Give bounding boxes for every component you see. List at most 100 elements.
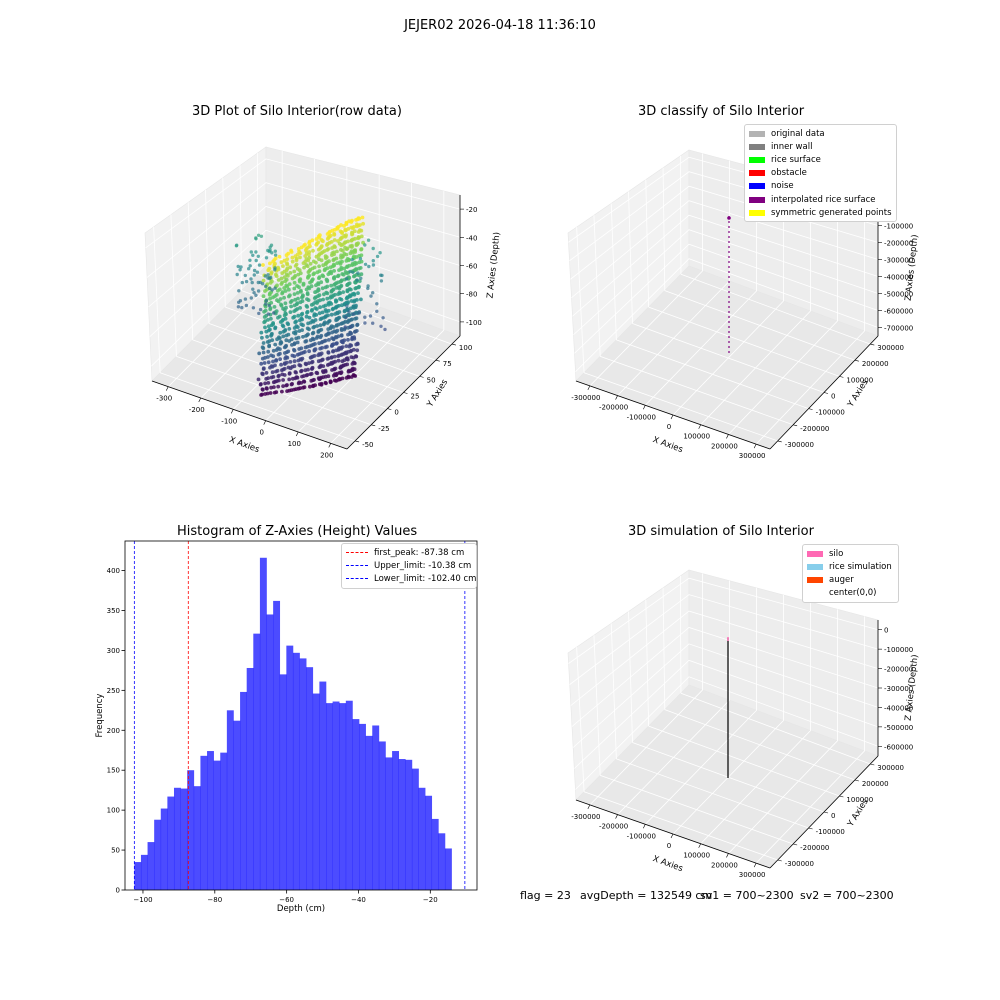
y-tick-label: 200 — [107, 727, 120, 735]
data-point — [359, 253, 364, 258]
x-tick-label: −80 — [207, 896, 222, 904]
gridline-y — [680, 692, 871, 765]
data-point — [293, 274, 298, 278]
legend-label: rice surface — [771, 154, 821, 165]
histogram-bar — [273, 600, 281, 890]
data-point — [251, 306, 256, 310]
data-point — [240, 305, 244, 310]
data-point — [244, 303, 249, 308]
data-point — [359, 259, 364, 264]
data-point — [319, 327, 324, 332]
data-point — [265, 391, 270, 396]
x-tick — [643, 824, 646, 829]
legend-line — [346, 552, 368, 554]
data-point — [272, 385, 276, 389]
data-point — [272, 305, 277, 309]
y-tick — [870, 343, 875, 346]
data-point — [366, 238, 371, 242]
data-point — [352, 254, 356, 259]
data-point — [290, 382, 294, 386]
data-point — [288, 265, 293, 270]
y-tick — [371, 424, 376, 427]
data-point — [261, 350, 266, 355]
z-axis-label: Z Axies (Depth) — [904, 654, 921, 721]
x-tick-label: 0 — [260, 429, 264, 437]
x-tick — [726, 434, 729, 439]
data-point — [266, 318, 270, 322]
data-point — [243, 273, 247, 278]
data-point — [317, 311, 322, 316]
data-point — [280, 372, 285, 377]
data-point — [254, 237, 258, 241]
y-tick — [777, 440, 782, 443]
legend-item-rice-surface: rice surface — [749, 153, 892, 166]
data-point — [332, 378, 337, 383]
z-tick-label: -400000 — [884, 274, 913, 282]
data-point — [295, 291, 300, 295]
data-point — [281, 306, 285, 311]
data-point — [345, 307, 350, 311]
data-point — [326, 331, 331, 335]
y-tick-label: 300000 — [877, 344, 904, 352]
y-tick — [387, 408, 392, 410]
data-point — [289, 304, 293, 309]
data-point — [335, 341, 339, 345]
data-point — [278, 351, 282, 356]
data-point — [264, 371, 269, 375]
data-point — [346, 374, 351, 379]
histogram-bar — [140, 854, 148, 890]
data-point — [249, 250, 253, 254]
data-point — [266, 312, 270, 316]
data-point — [263, 381, 267, 386]
data-point — [266, 381, 271, 385]
histogram-bar — [279, 674, 287, 890]
data-point — [295, 301, 300, 306]
data-point — [354, 267, 358, 271]
gridline-x — [700, 602, 811, 844]
gridline-z — [148, 206, 461, 308]
data-point — [338, 297, 342, 301]
y-tick-label: 100 — [459, 344, 472, 352]
footer-sv2: sv2 = 700~2300 — [800, 889, 894, 902]
data-point — [351, 373, 356, 377]
data-point — [340, 272, 345, 276]
x-tick-label: 100 — [288, 440, 301, 448]
data-point — [315, 334, 320, 339]
data-point — [259, 361, 264, 366]
y-tick-label: 400 — [107, 567, 120, 575]
z-tick-label: -700000 — [884, 325, 913, 333]
data-point — [275, 368, 280, 373]
x-tick — [615, 814, 618, 819]
data-point — [318, 323, 323, 328]
data-point — [375, 254, 380, 259]
data-point — [298, 306, 302, 310]
data-point — [279, 340, 283, 344]
y-tick-label: -200000 — [800, 844, 829, 852]
data-point — [260, 345, 265, 350]
histogram-bar — [160, 808, 168, 890]
data-point — [307, 273, 312, 278]
data-point — [294, 256, 299, 261]
data-point — [278, 330, 283, 335]
data-point — [305, 297, 309, 301]
data-point — [313, 318, 318, 322]
x-tick-label: 0 — [667, 423, 671, 431]
x-tick-label: 100000 — [683, 433, 710, 441]
histogram-axes: −100 −80 −60 −40 −20 0 50 100 150 200 250 300 350 400… — [95, 540, 478, 914]
histogram-bar — [134, 862, 142, 890]
legend-label: Lower_limit: -102.40 cm — [374, 573, 477, 584]
data-point — [333, 292, 337, 297]
data-point — [305, 373, 310, 377]
y-tick — [854, 359, 859, 362]
data-point — [284, 355, 288, 359]
data-point — [339, 283, 344, 288]
x-tick — [587, 804, 591, 809]
data-point — [350, 218, 354, 223]
data-point — [260, 392, 264, 397]
data-point — [298, 277, 303, 281]
data-point — [266, 248, 270, 253]
plot4-3d-axes: -300000-200000-1000000100000200000300000… — [567, 569, 921, 879]
data-point — [345, 356, 350, 360]
data-point — [368, 314, 373, 318]
data-point — [276, 384, 281, 389]
